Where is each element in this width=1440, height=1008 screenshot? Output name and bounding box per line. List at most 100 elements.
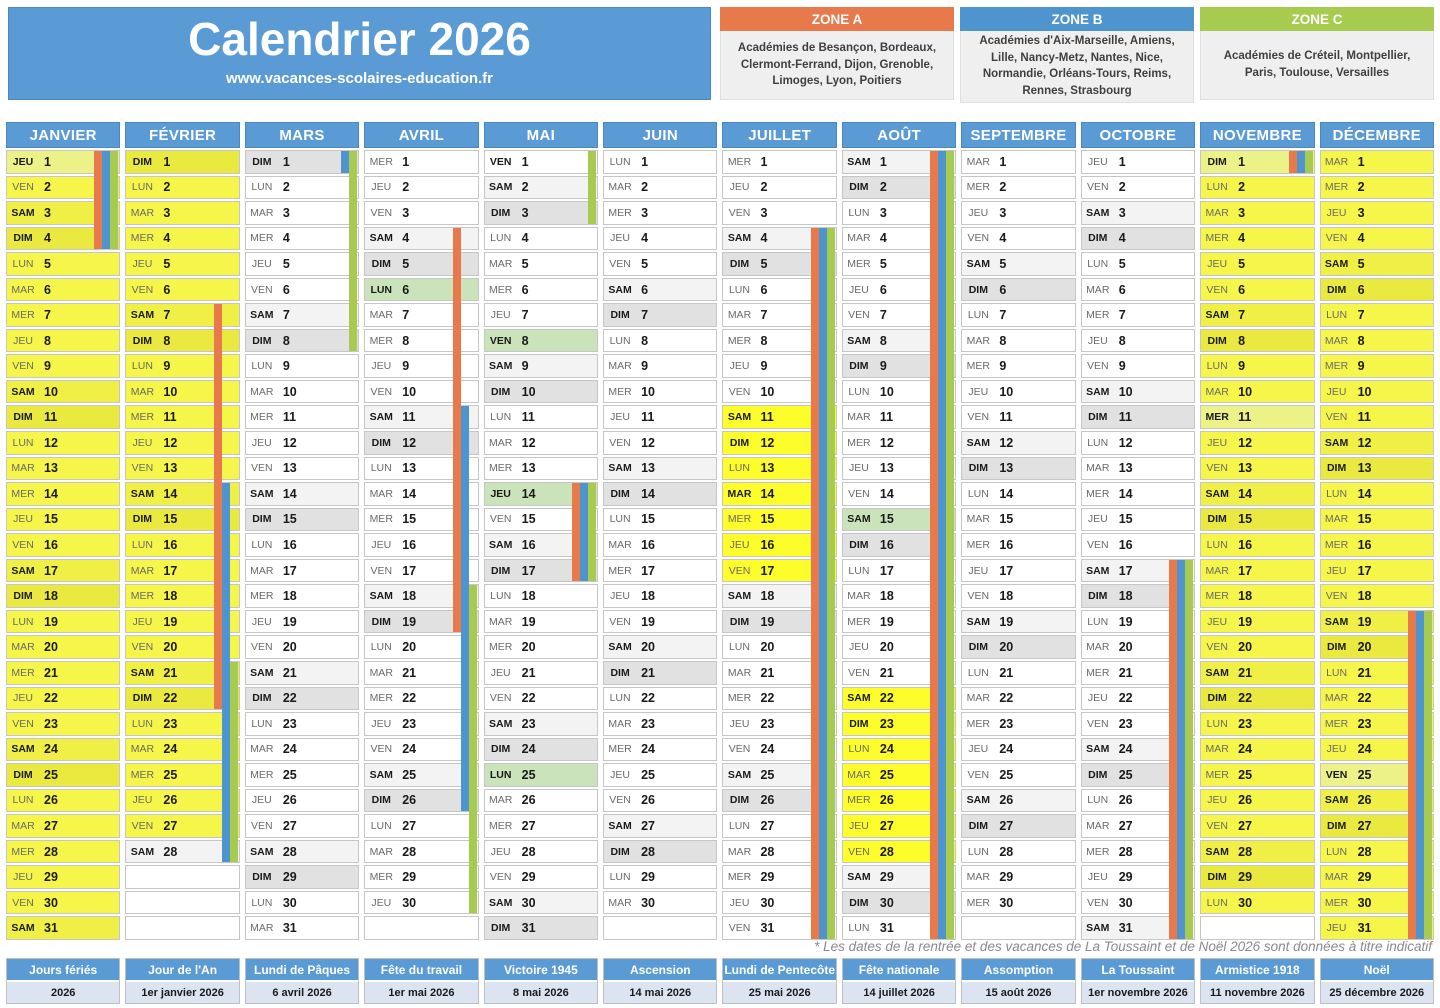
day-name: VEN: [848, 309, 870, 322]
day-cell: DIM 1: [125, 150, 240, 174]
day-name: MER: [966, 717, 990, 730]
day-cell: VEN 27: [125, 812, 240, 840]
day-name: MAR: [488, 615, 513, 628]
holiday-cell: Jour de l'An 1er janvier 2026: [125, 958, 240, 1004]
day-number: 16: [999, 537, 1014, 552]
day-number: 26: [44, 793, 58, 808]
day-number: 24: [521, 742, 536, 757]
day-name: MER: [966, 538, 990, 551]
day-cell: VEN 5: [603, 252, 718, 276]
day-number: 25: [1238, 767, 1253, 782]
day-number: 21: [44, 665, 58, 680]
zone-b-vacation-strip: [460, 786, 469, 812]
day-name: MAR: [130, 385, 155, 398]
day-cell: LUN 13: [364, 454, 479, 483]
day-name: MAR: [1086, 462, 1110, 475]
day-name: MER: [966, 896, 990, 909]
day-number: 4: [282, 231, 290, 246]
day-number: 17: [1357, 563, 1372, 578]
day-name: MER: [1205, 590, 1229, 603]
holiday-date: 14 mai 2026: [604, 982, 717, 1003]
day-cell: MAR 31: [244, 916, 360, 940]
zone-b-vacation-strip: [580, 556, 589, 582]
day-cell: SAM 15: [841, 505, 957, 534]
zone-c-vacation-strip: [349, 199, 358, 227]
day-cell: DIM 9: [841, 352, 957, 380]
day-number: 31: [879, 921, 894, 936]
day-number: 10: [879, 384, 894, 399]
day-cell: SAM 19: [961, 609, 1076, 634]
zone-c-vacation-strip: [349, 224, 358, 253]
day-number: 11: [999, 410, 1013, 425]
day-number: 22: [282, 691, 297, 706]
zone-c-vacation-strip: [1423, 633, 1432, 661]
zone-a-vacation-strip: [1169, 559, 1178, 585]
day-number: 2: [641, 180, 649, 195]
day-cell: SAM 27: [603, 814, 718, 838]
day-name: MAR: [1324, 692, 1349, 705]
zone-b-vacation-strip: [221, 483, 230, 508]
day-name: MAR: [1205, 385, 1229, 398]
day-cell: VEN 3: [722, 201, 837, 225]
zone-c-vacation-strip: [946, 735, 955, 764]
day-number: 12: [44, 435, 58, 450]
day-number: 7: [999, 308, 1007, 323]
zone-a-vacation-strip: [930, 151, 939, 176]
day-name: JEU: [968, 743, 989, 756]
zone-b-vacation-strip: [1296, 151, 1305, 173]
day-name: MER: [1324, 360, 1349, 373]
day-name: SAM: [1205, 845, 1229, 858]
day-number: 12: [1238, 435, 1253, 450]
day-number: 28: [1357, 844, 1372, 859]
day-name: MAR: [1324, 871, 1349, 884]
day-number: 5: [1357, 256, 1365, 271]
day-number: 5: [163, 256, 171, 271]
month-header: FÉVRIER: [125, 122, 240, 148]
zone-c-vacation-strip: [946, 607, 955, 636]
month-column-septembre: SEPTEMBRE MAR 1 MER 2 JEU 3 VEN 4 SAM 5 DIM 6 LUN 7 MAR…: [961, 122, 1076, 940]
zone-a-vacation-strip: [94, 173, 103, 202]
month-header: AOÛT: [841, 122, 957, 148]
day-cell: LUN 14: [961, 482, 1076, 506]
day-cell: MAR 2: [603, 175, 718, 200]
holiday-date: 15 août 2026: [962, 982, 1075, 1003]
day-cell: LUN 19: [6, 609, 121, 634]
day-number: 3: [879, 205, 887, 220]
zone-b-vacation-strip: [818, 250, 827, 278]
day-name: LUN: [728, 283, 750, 296]
zone-b-vacation-strip: [818, 914, 827, 939]
day-cell: MAR 26: [483, 788, 599, 813]
day-name: LUN: [1206, 360, 1228, 373]
day-name: MAR: [11, 462, 35, 475]
day-name: MAR: [847, 411, 871, 424]
zone-b-vacation-strip: [1415, 684, 1424, 713]
day-number: 2: [1357, 180, 1365, 195]
day-number: 14: [163, 486, 178, 501]
day-number: 15: [1118, 512, 1133, 527]
day-number: 10: [641, 384, 655, 399]
day-name: JEU: [13, 871, 33, 884]
holiday-date: 8 mai 2026: [484, 982, 598, 1003]
zone-c-vacation-strip: [946, 199, 955, 227]
zone-c-vacation-strip: [1185, 914, 1194, 939]
day-name: DIM: [252, 155, 272, 168]
day-number: 13: [44, 461, 58, 476]
zone-a-vacation-strip: [452, 582, 461, 610]
day-name: DIM: [849, 896, 869, 909]
day-name: MAR: [130, 743, 155, 756]
day-name: DIM: [610, 309, 630, 322]
day-name: JEU: [13, 513, 33, 526]
day-cell: MAR 18: [841, 582, 957, 610]
zone-c-vacation-strip: [1423, 786, 1432, 815]
day-name: DIM: [491, 743, 511, 756]
zone-a-vacation-strip: [930, 556, 939, 585]
zone-c-vacation-strip: [946, 429, 955, 457]
day-number: 23: [282, 716, 297, 731]
zone-a-vacation-strip: [1407, 735, 1416, 764]
holiday-name: Fête nationale: [842, 959, 956, 982]
zone-a-vacation-strip: [810, 633, 819, 661]
day-cell: DIM 12: [364, 429, 479, 457]
day-number: 4: [1357, 231, 1365, 246]
zone-a-vacation-strip: [930, 429, 939, 457]
day-cell: MAR 24: [125, 735, 240, 764]
